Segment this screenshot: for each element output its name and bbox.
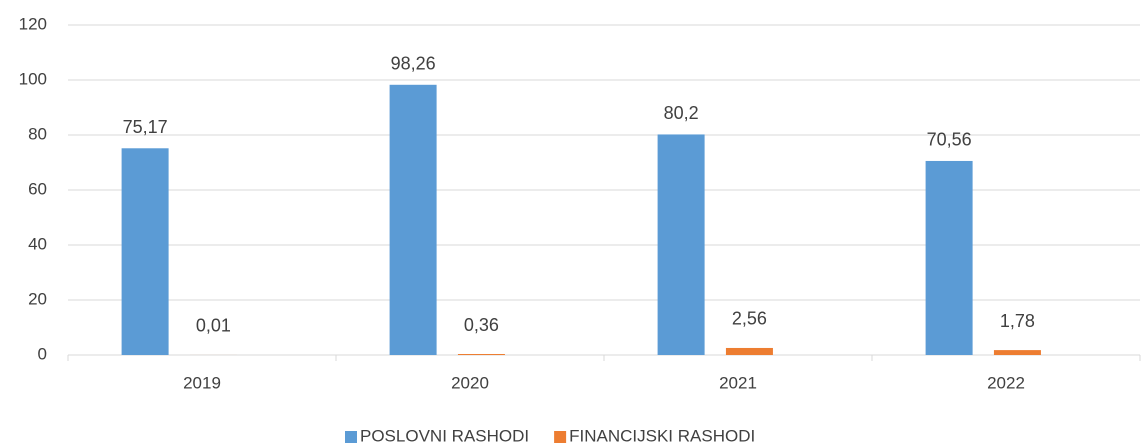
y-tick-label: 20: [28, 289, 47, 308]
value-label: 0,36: [464, 315, 499, 335]
value-label: 75,17: [123, 117, 168, 137]
y-tick-label: 80: [28, 124, 47, 143]
y-tick-label: 120: [19, 14, 47, 33]
y-tick-label: 40: [28, 234, 47, 253]
bar: [657, 134, 705, 355]
legend-swatch: [554, 431, 567, 443]
value-label: 1,78: [1000, 311, 1035, 331]
y-tick-label: 100: [19, 69, 47, 88]
bar: [121, 148, 169, 355]
legend-swatch: [345, 431, 357, 443]
value-label: 98,26: [391, 54, 436, 74]
value-label: 80,2: [664, 103, 699, 123]
bar: [925, 160, 973, 355]
x-tick-label: 2021: [719, 373, 757, 392]
value-label: 2,56: [732, 309, 767, 329]
value-label: 70,56: [927, 130, 972, 150]
x-tick-label: 2020: [451, 373, 489, 392]
bar: [993, 350, 1041, 355]
x-tick-label: 2019: [183, 373, 221, 392]
bar: [725, 347, 773, 355]
bar: [389, 84, 437, 355]
x-tick-label: 2022: [987, 373, 1025, 392]
legend-label: POSLOVNI RASHODI: [360, 426, 529, 445]
value-label: 0,01: [196, 316, 231, 336]
bar: [457, 354, 505, 355]
y-tick-label: 60: [28, 179, 47, 198]
legend-label: FINANCIJSKI RASHODI: [569, 426, 755, 445]
y-tick-label: 0: [38, 344, 47, 363]
